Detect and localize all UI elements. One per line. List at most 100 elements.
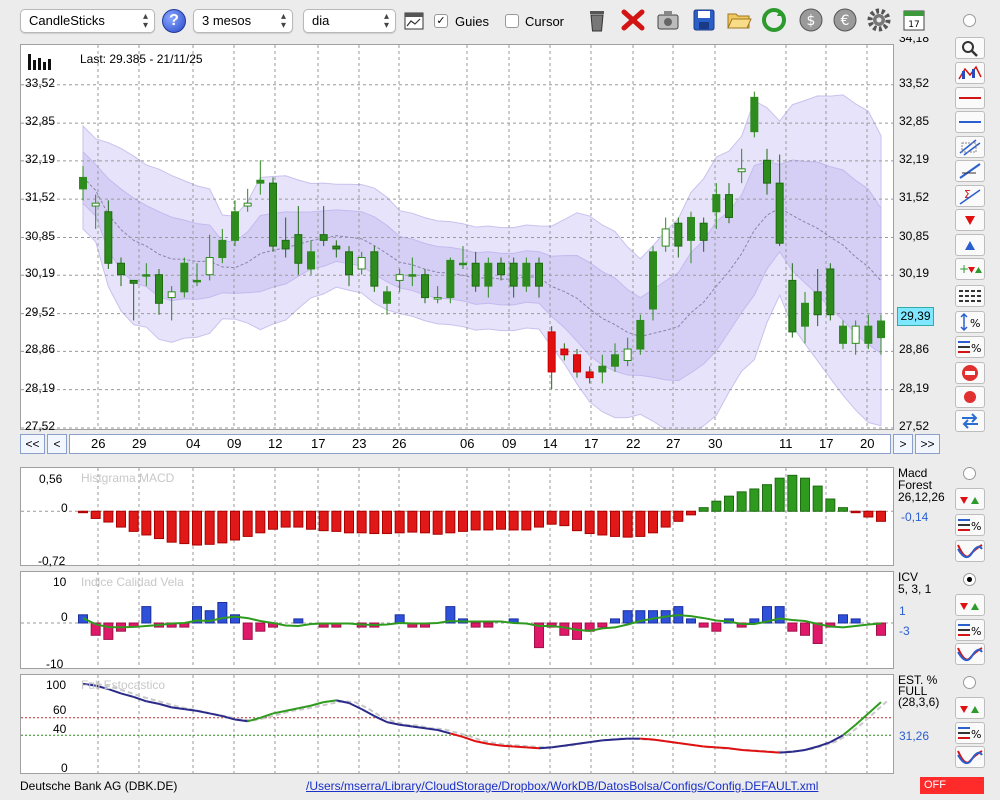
guides-checkbox[interactable]: ✓ [434, 14, 448, 28]
percent-range-button[interactable]: % [955, 311, 985, 333]
trash-icon[interactable] [583, 6, 611, 34]
dollar-coin-icon[interactable]: $ [797, 6, 825, 34]
price-line-tool-button[interactable] [955, 62, 985, 84]
help-button[interactable]: ? [162, 9, 186, 33]
icv-percent-button[interactable]: % [955, 619, 985, 641]
camera-icon[interactable] [654, 6, 682, 34]
chart-type-select[interactable]: CandleSticks ▴ ▾ [20, 9, 155, 33]
time-axis-label: 06 [460, 436, 475, 451]
horizontal-red-line-button[interactable] [955, 87, 985, 109]
price-chart-panel[interactable]: Last: 29.385 - 21/11/25 [20, 44, 894, 430]
candle-body [687, 216, 695, 241]
stoch-arrows-button[interactable] [955, 697, 985, 719]
save-icon[interactable] [690, 6, 718, 34]
candle-body [370, 251, 379, 287]
volume-bars-icon[interactable] [27, 53, 53, 71]
stochastic-line-segment [310, 701, 324, 707]
macd-bar [521, 510, 532, 531]
macd-bar [394, 510, 405, 534]
stoch-percent-button[interactable]: % [955, 722, 985, 744]
icv-bar [838, 614, 848, 624]
macd-bar [812, 485, 823, 512]
stoch-curve-button[interactable] [955, 746, 985, 768]
macd-panel[interactable]: Histgrama MACD [20, 467, 894, 566]
period-value: 3 mesos [202, 13, 252, 28]
nav-last-button[interactable]: >> [915, 434, 940, 454]
time-axis-label: 12 [268, 436, 283, 451]
nav-first-button[interactable]: << [20, 434, 45, 454]
price-axis-left-label: 27,52 [25, 419, 56, 433]
nav-prev-button[interactable]: < [47, 434, 67, 454]
macd-radio[interactable] [963, 467, 976, 480]
euro-coin-icon[interactable]: € [831, 6, 859, 34]
plus-arrows-button[interactable]: + [955, 258, 985, 280]
sell-arrow-button[interactable] [955, 209, 985, 231]
stochastic-line-segment [829, 734, 844, 744]
calendar-icon[interactable]: 17 [900, 6, 928, 34]
buy-arrow-button[interactable] [955, 234, 985, 256]
stop-button[interactable] [955, 362, 985, 384]
delete-x-icon[interactable] [619, 6, 647, 34]
chart-window-icon[interactable] [404, 12, 424, 30]
horizontal-blue-line-button[interactable] [955, 111, 985, 133]
stochastic-line-segment [323, 699, 337, 704]
stochastic-signal-line [88, 682, 888, 753]
off-indicator[interactable]: OFF [920, 777, 984, 794]
sum-tool-button[interactable]: Σ [955, 185, 985, 207]
macd-y-top: 0,56 [39, 472, 63, 486]
main-chart-radio[interactable] [963, 14, 976, 27]
zoom-button[interactable] [955, 37, 985, 59]
candle-body [471, 262, 480, 287]
time-axis: 26 29 04 09 12 17 23 26 06 09 14 17 22 27 30 11 17 20 [69, 434, 891, 454]
swap-button[interactable] [955, 410, 985, 432]
percent-lines-button[interactable]: % [955, 336, 985, 358]
current-price-value: 29,39 [900, 309, 931, 323]
icv-bar [90, 622, 101, 636]
icv-arrows-button[interactable] [955, 594, 985, 616]
stochastic-radio[interactable] [963, 676, 976, 689]
interval-select[interactable]: dia ▴ ▾ [303, 9, 396, 33]
gear-icon[interactable] [865, 6, 893, 34]
candle-body [877, 320, 885, 339]
stochastic-line-segment [158, 702, 172, 709]
folder-open-icon[interactable] [725, 6, 753, 34]
channel-tool-button[interactable] [955, 136, 985, 158]
macd-curve-button[interactable] [955, 540, 985, 562]
record-button[interactable] [955, 386, 985, 408]
stochastic-line-segment [488, 742, 502, 747]
icv-bar [622, 610, 633, 624]
macd-percent-button[interactable]: % [955, 514, 985, 536]
nav-next-button[interactable]: > [893, 434, 913, 454]
svg-text:+: + [959, 262, 969, 276]
period-select[interactable]: 3 mesos ▴ ▾ [193, 9, 293, 33]
candle-body [674, 222, 683, 247]
dashed-lines-icon [959, 290, 981, 302]
candle-body [839, 325, 847, 344]
time-axis-label: 17 [311, 436, 326, 451]
macd-arrows-button[interactable] [955, 488, 985, 510]
lines-tool-button[interactable] [955, 285, 985, 307]
red-line-icon [959, 97, 981, 99]
candle-body [167, 291, 176, 299]
icv-bar [610, 618, 620, 624]
macd-bar [445, 510, 456, 534]
config-path-link[interactable]: /Users/mserra/Library/CloudStorage/Dropb… [306, 779, 819, 793]
candle-body [725, 194, 733, 218]
refresh-icon[interactable] [760, 6, 788, 34]
macd-bar [483, 510, 494, 531]
candle-body [205, 257, 214, 276]
stochastic-panel[interactable]: Full Estocastico [20, 674, 894, 774]
icv-bar [711, 622, 722, 632]
price-axis-right-label: 32,85 [899, 114, 930, 129]
cursor-checkbox[interactable] [505, 14, 519, 28]
candle-body [585, 371, 594, 379]
icv-curve-button[interactable] [955, 643, 985, 665]
trendline-tool-button[interactable] [955, 160, 985, 182]
arrows-red-green-icon [960, 497, 979, 504]
stochastic-line-segment [272, 709, 286, 715]
icv-radio[interactable] [963, 573, 976, 586]
icv-bar [394, 614, 405, 624]
icv-panel[interactable]: Indice Calidad Vela [20, 571, 894, 669]
stochastic-line-segment [95, 684, 109, 691]
percent-lines-icon: % [958, 341, 981, 355]
